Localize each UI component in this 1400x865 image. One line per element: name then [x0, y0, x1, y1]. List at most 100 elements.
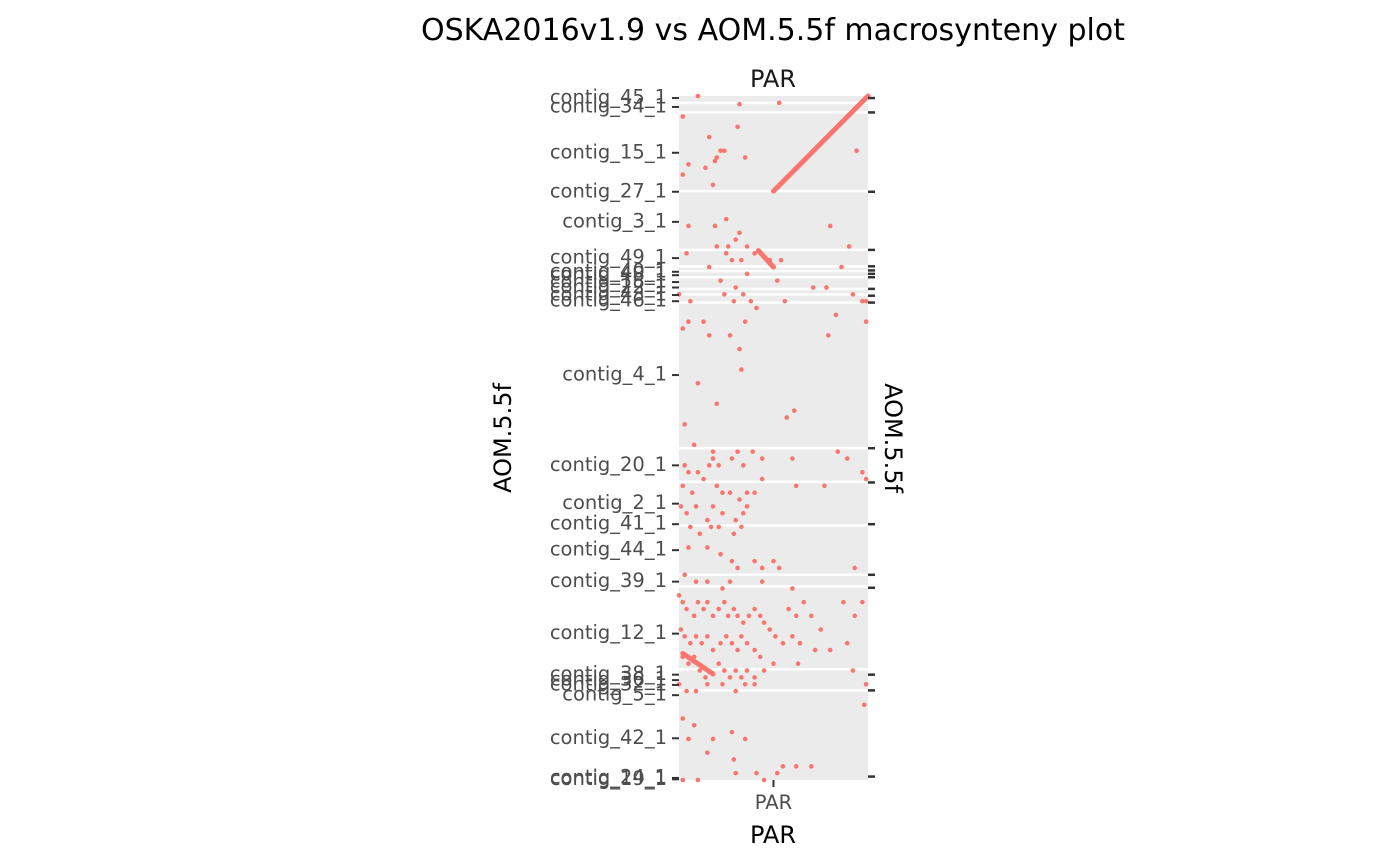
- synteny-point: [759, 456, 765, 461]
- synteny-point: [740, 620, 746, 625]
- synteny-point: [680, 483, 686, 489]
- synteny-point: [854, 148, 859, 154]
- y-tick-label: contig_18_1: [550, 270, 667, 293]
- synteny-point: [752, 251, 757, 256]
- synteny-point: [731, 298, 737, 304]
- synteny-point: [716, 661, 721, 667]
- synteny-point: [784, 415, 790, 420]
- synteny-point: [706, 333, 712, 338]
- synteny-point: [776, 565, 782, 571]
- synteny-point: [688, 298, 693, 304]
- synteny-point: [818, 627, 824, 632]
- synteny-point: [861, 702, 867, 708]
- synteny-point: [844, 640, 850, 646]
- y-tick-label: contig_3_1: [562, 209, 667, 232]
- synteny-point: [795, 661, 801, 667]
- synteny-point: [684, 606, 689, 612]
- x-tick-label: PAR: [755, 791, 792, 814]
- synteny-point: [688, 640, 693, 646]
- synteny-point: [729, 257, 735, 263]
- synteny-point: [742, 319, 748, 325]
- synteny-segment: [755, 248, 776, 270]
- synteny-point: [729, 729, 735, 735]
- synteny-point: [680, 326, 686, 331]
- synteny-point: [716, 463, 721, 468]
- synteny-segments: [680, 93, 871, 677]
- synteny-point: [812, 647, 818, 653]
- synteny-point: [727, 675, 733, 680]
- y-tick-label: contig_20_1: [550, 453, 667, 476]
- synteny-point: [723, 251, 729, 256]
- synteny-point: [725, 244, 731, 249]
- synteny-point: [727, 490, 733, 496]
- synteny-point: [863, 681, 869, 687]
- synteny-point: [693, 504, 699, 509]
- synteny-point: [695, 380, 701, 386]
- synteny-point: [771, 661, 776, 667]
- synteny-point: [801, 599, 807, 605]
- synteny-point: [737, 497, 742, 502]
- y-tick-label: contig_34_1: [550, 94, 667, 117]
- synteny-point: [863, 319, 869, 325]
- synteny-point: [705, 545, 710, 550]
- synteny-point: [827, 647, 833, 653]
- synteny-point: [744, 640, 750, 646]
- synteny-point: [860, 298, 865, 304]
- synteny-point: [744, 504, 750, 509]
- synteny-point: [697, 531, 703, 537]
- synteny-point: [739, 257, 744, 263]
- synteny-point: [676, 593, 682, 598]
- synteny-point: [742, 155, 748, 160]
- synteny-point: [678, 627, 684, 632]
- synteny-point: [731, 757, 737, 762]
- synteny-point: [767, 627, 773, 632]
- synteny-point: [735, 565, 740, 571]
- synteny-point: [701, 319, 706, 325]
- synteny-point: [776, 100, 782, 106]
- synteny-point: [718, 640, 723, 646]
- synteny-point: [797, 640, 803, 646]
- synteny-point: [695, 777, 701, 783]
- synteny-point: [682, 422, 687, 427]
- synteny-point: [824, 285, 829, 290]
- synteny-point: [735, 613, 740, 619]
- synteny-point: [746, 613, 752, 619]
- synteny-point: [729, 640, 735, 646]
- synteny-point: [684, 688, 689, 694]
- right-y-axis: [868, 96, 875, 778]
- synteny-point: [727, 579, 733, 584]
- synteny-point: [682, 634, 687, 639]
- synteny-point: [686, 162, 691, 167]
- synteny-point: [809, 764, 814, 769]
- synteny-point: [691, 654, 697, 660]
- y-tick-label: contig_43_1: [550, 283, 667, 306]
- synteny-point: [761, 620, 767, 625]
- synteny-point: [735, 449, 740, 454]
- synteny-point: [691, 722, 697, 728]
- synteny-point: [723, 216, 729, 222]
- synteny-point: [780, 640, 786, 646]
- synteny-point: [686, 469, 691, 475]
- synteny-point: [835, 449, 841, 454]
- synteny-point: [752, 675, 757, 680]
- synteny-point: [744, 271, 750, 277]
- x-axis-title: PAR: [750, 821, 796, 849]
- y-tick-label: contig_24_1: [550, 765, 667, 788]
- synteny-point: [759, 476, 765, 482]
- synteny-point: [780, 764, 786, 769]
- synteny-point: [684, 251, 689, 256]
- synteny-point: [731, 606, 737, 612]
- synteny-point: [710, 736, 716, 742]
- synteny-point: [695, 599, 701, 605]
- synteny-point: [809, 613, 814, 619]
- synteny-point: [750, 449, 756, 454]
- synteny-point: [863, 476, 869, 482]
- synteny-point: [710, 449, 716, 454]
- synteny-point: [693, 579, 699, 584]
- synteny-point: [706, 463, 712, 468]
- synteny-point: [695, 469, 701, 475]
- y-tick-label: contig_19_1: [550, 767, 667, 790]
- synteny-point: [714, 155, 720, 160]
- synteny-point: [682, 572, 687, 578]
- synteny-point: [790, 456, 795, 461]
